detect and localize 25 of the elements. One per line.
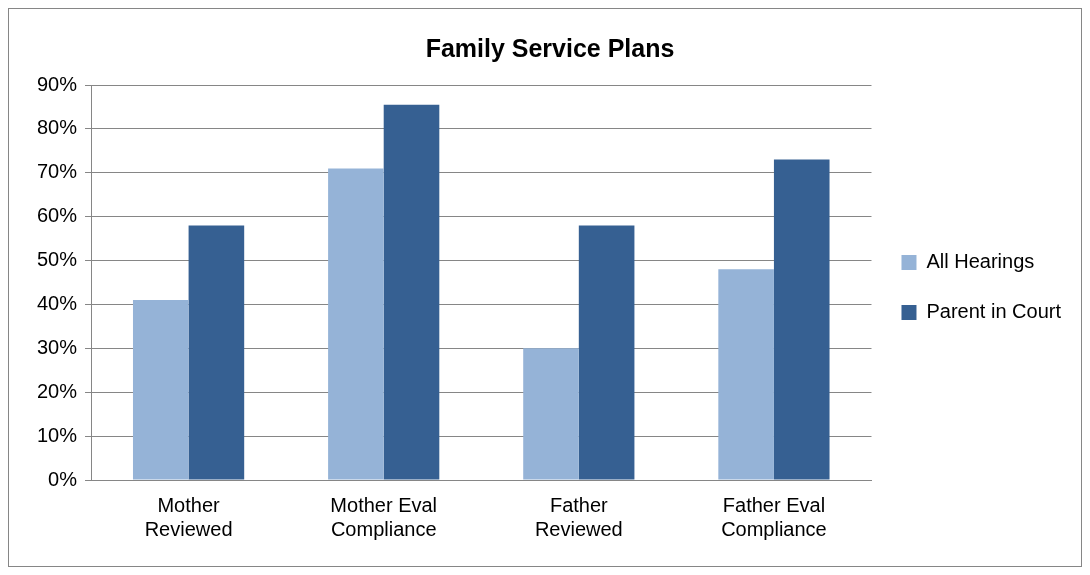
y-tick-label: 10% (37, 423, 78, 446)
bar (188, 225, 245, 480)
x-tick-label: Father Eval Compliance (721, 493, 827, 540)
y-tick-label: 70% (37, 160, 78, 183)
bar (383, 104, 440, 480)
y-tick-label: 40% (37, 291, 78, 314)
y-tick-label: 0% (48, 467, 78, 490)
x-tick-label: Mother Reviewed (144, 493, 233, 540)
x-tick-label: Mother Eval Compliance (330, 493, 438, 540)
legend-label: All Hearings (926, 250, 1035, 273)
bar (718, 269, 774, 480)
y-tick-label: 20% (37, 379, 78, 402)
bar (523, 348, 579, 480)
bar (328, 168, 384, 480)
x-tick-label: Father Reviewed (534, 493, 623, 540)
y-tick-label: 30% (37, 335, 78, 358)
legend-label: Parent in Court (926, 300, 1062, 323)
y-tick-label: 90% (37, 72, 78, 95)
y-tick-label: 60% (37, 204, 78, 227)
y-tick-label: 80% (37, 116, 78, 139)
y-tick-label: 50% (37, 248, 78, 271)
chart-title: Family Service Plans (425, 33, 675, 62)
bar (773, 159, 830, 480)
bar (578, 225, 635, 480)
bar (132, 300, 189, 480)
